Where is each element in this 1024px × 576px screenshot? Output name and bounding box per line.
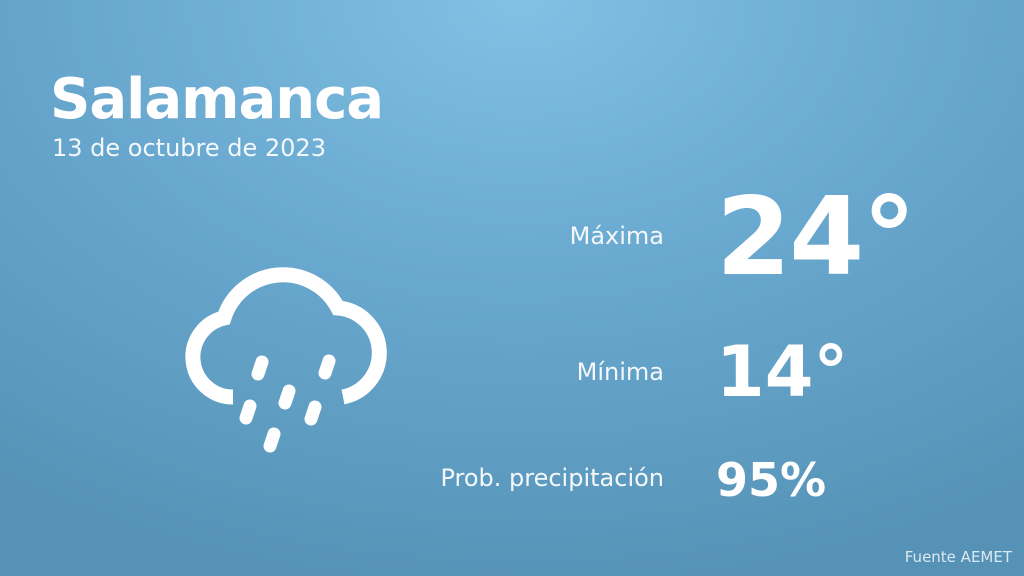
rain-cloud-icon bbox=[185, 267, 387, 453]
max-temp-label: Máxima bbox=[569, 222, 664, 250]
precip-prob-value: 95% bbox=[716, 453, 827, 507]
precip-prob-label: Prob. precipitación bbox=[440, 464, 664, 492]
source-credit: Fuente AEMET bbox=[904, 548, 1012, 566]
max-temp-value: 24° bbox=[716, 175, 916, 300]
min-temp-label: Mínima bbox=[576, 358, 664, 386]
city-title: Salamanca bbox=[50, 67, 384, 132]
min-temp-value: 14° bbox=[716, 331, 849, 413]
date-subtitle: 13 de octubre de 2023 bbox=[52, 134, 326, 162]
